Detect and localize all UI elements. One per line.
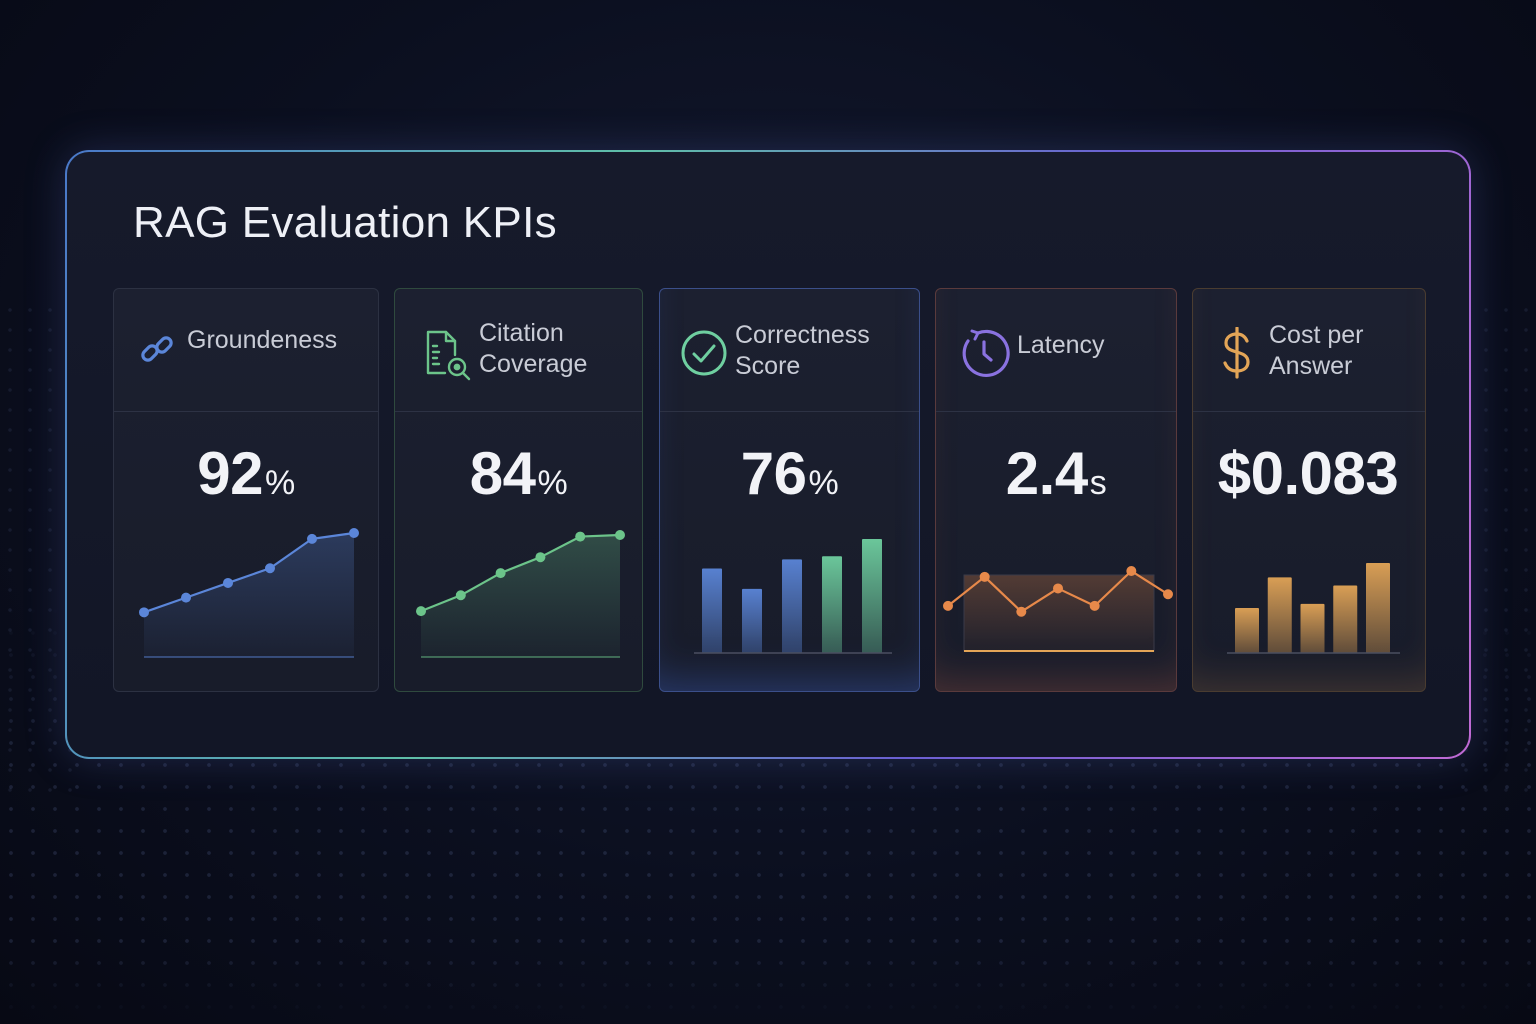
card-header: Correctness Score [660,289,919,412]
chart-point [223,577,233,588]
card-value: 84% [469,440,568,507]
card-value: 2.4s [1005,440,1107,507]
chart-bar [822,556,842,653]
chart-bar [1235,608,1259,653]
clock-icon [962,329,1010,377]
card-label: Citation Coverage [479,319,588,378]
chart-bar [782,559,802,653]
chart-point [535,552,546,563]
chart-series-line [143,531,355,614]
check-circle-icon [681,330,727,376]
card-value: 76% [740,440,839,507]
sparkline-chart [139,528,359,658]
document-search-icon [426,330,471,381]
card-header: Citation Coverage [395,289,642,412]
kpi-card-correctness-score[interactable]: Correctness Score 76% [659,288,920,692]
card-value: $0.083 [1217,440,1399,507]
chart-point [495,568,506,579]
chart-point [943,600,953,611]
card-label: Correctness Score [735,321,870,380]
chart-point [307,533,317,544]
chart-point [615,530,625,540]
chart-point [1163,589,1173,600]
card-label: Cost per Answer [1269,321,1364,380]
kpi-card-groundedness[interactable]: Groundeness 92% [113,288,379,692]
chart-area [144,533,354,657]
chart-point [1089,600,1100,611]
card-header: Groundeness [114,289,378,412]
bar-chart [1227,563,1400,654]
chart-bar [1267,577,1292,653]
chart-point [979,571,990,582]
kpi-card-latency[interactable]: Latency 2.4s [935,288,1177,692]
card-label: Groundeness [187,326,338,354]
card-header: Latency [936,289,1176,412]
chart-point [349,528,359,538]
kpi-panel: RAG Evaluation KPIs Groundeness 92% [65,150,1471,759]
chart-point [575,531,586,542]
chart-point [416,606,426,617]
chart-bar [1333,585,1358,653]
chart-point [265,563,275,574]
chart-point [1126,566,1137,576]
dollar-icon [1223,327,1250,379]
chart-point [455,590,466,601]
kpi-panel-body: RAG Evaluation KPIs Groundeness 92% [67,152,1469,757]
card-value: 92% [197,440,295,507]
chart-point [1016,606,1027,617]
chart-area [421,535,620,657]
chart-point [1053,583,1063,594]
kpi-card-citation-coverage[interactable]: Citation Coverage 84% [394,288,643,692]
chart-bar [702,568,722,653]
chart-bar [742,588,762,653]
chart-bar [862,539,882,653]
chart-point [181,592,191,603]
chart-series-line [420,533,621,613]
card-header: Cost per Answer [1193,289,1425,412]
chart-bar [1366,563,1390,653]
sparkline-chart [416,530,625,658]
link-icon [141,336,173,362]
sparkline-chart [943,566,1173,652]
chart-point [139,607,149,618]
kpi-card-cost-per-answer[interactable]: Cost per Answer $0.083 [1192,288,1426,692]
panel-title: RAG Evaluation KPIs [133,198,557,247]
bar-chart [694,539,892,654]
chart-bar [1300,603,1325,653]
card-label: Latency [1017,331,1105,359]
